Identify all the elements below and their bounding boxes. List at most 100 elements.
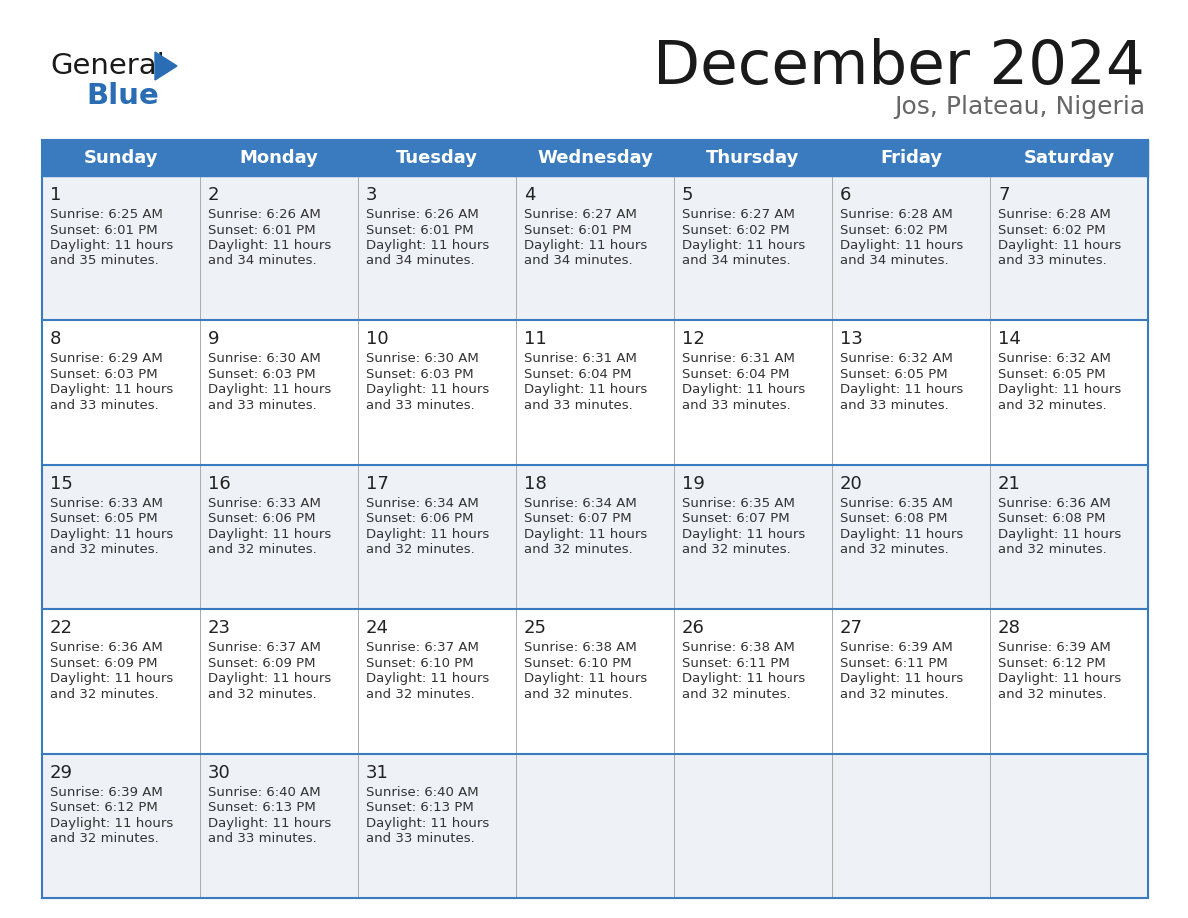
- Text: 29: 29: [50, 764, 72, 781]
- Text: Sunrise: 6:34 AM: Sunrise: 6:34 AM: [524, 497, 637, 509]
- Text: Daylight: 11 hours: Daylight: 11 hours: [366, 672, 489, 685]
- Text: Sunset: 6:10 PM: Sunset: 6:10 PM: [366, 656, 474, 670]
- Text: Sunrise: 6:33 AM: Sunrise: 6:33 AM: [208, 497, 321, 509]
- Text: Daylight: 11 hours: Daylight: 11 hours: [998, 239, 1121, 252]
- Text: Sunrise: 6:35 AM: Sunrise: 6:35 AM: [840, 497, 953, 509]
- Text: 30: 30: [208, 764, 230, 781]
- Text: and 32 minutes.: and 32 minutes.: [208, 688, 317, 700]
- Text: Sunset: 6:01 PM: Sunset: 6:01 PM: [50, 223, 158, 237]
- Text: 15: 15: [50, 475, 72, 493]
- Text: and 33 minutes.: and 33 minutes.: [208, 399, 317, 412]
- Text: 10: 10: [366, 330, 388, 349]
- Text: Sunset: 6:12 PM: Sunset: 6:12 PM: [50, 801, 158, 814]
- Text: Sunrise: 6:26 AM: Sunrise: 6:26 AM: [208, 208, 321, 221]
- Text: Sunset: 6:05 PM: Sunset: 6:05 PM: [998, 368, 1106, 381]
- Text: Sunset: 6:01 PM: Sunset: 6:01 PM: [366, 223, 474, 237]
- Text: 20: 20: [840, 475, 862, 493]
- Text: Sunrise: 6:26 AM: Sunrise: 6:26 AM: [366, 208, 479, 221]
- Text: and 33 minutes.: and 33 minutes.: [524, 399, 633, 412]
- Text: 22: 22: [50, 620, 72, 637]
- Text: 1: 1: [50, 186, 62, 204]
- Text: 8: 8: [50, 330, 62, 349]
- Text: Jos, Plateau, Nigeria: Jos, Plateau, Nigeria: [893, 95, 1145, 119]
- Text: 13: 13: [840, 330, 862, 349]
- Text: 28: 28: [998, 620, 1020, 637]
- Text: Daylight: 11 hours: Daylight: 11 hours: [524, 672, 647, 685]
- Text: Sunset: 6:08 PM: Sunset: 6:08 PM: [840, 512, 948, 525]
- Bar: [42, 320, 1148, 465]
- Text: Daylight: 11 hours: Daylight: 11 hours: [998, 528, 1121, 541]
- Text: Thursday: Thursday: [707, 149, 800, 167]
- Text: Daylight: 11 hours: Daylight: 11 hours: [208, 817, 331, 830]
- Text: Daylight: 11 hours: Daylight: 11 hours: [366, 817, 489, 830]
- Text: and 33 minutes.: and 33 minutes.: [50, 399, 159, 412]
- Text: 21: 21: [998, 475, 1020, 493]
- Text: and 32 minutes.: and 32 minutes.: [366, 543, 475, 556]
- Text: 23: 23: [208, 620, 230, 637]
- Text: and 33 minutes.: and 33 minutes.: [366, 399, 475, 412]
- Text: Sunrise: 6:27 AM: Sunrise: 6:27 AM: [524, 208, 637, 221]
- Text: Daylight: 11 hours: Daylight: 11 hours: [366, 528, 489, 541]
- Text: Sunrise: 6:30 AM: Sunrise: 6:30 AM: [208, 353, 321, 365]
- Text: Daylight: 11 hours: Daylight: 11 hours: [524, 384, 647, 397]
- Text: 19: 19: [682, 475, 704, 493]
- Text: Sunset: 6:02 PM: Sunset: 6:02 PM: [682, 223, 790, 237]
- Text: Sunrise: 6:38 AM: Sunrise: 6:38 AM: [524, 641, 637, 655]
- Text: Sunset: 6:07 PM: Sunset: 6:07 PM: [524, 512, 632, 525]
- Text: Sunset: 6:09 PM: Sunset: 6:09 PM: [208, 656, 316, 670]
- Text: Sunset: 6:05 PM: Sunset: 6:05 PM: [840, 368, 948, 381]
- Text: Sunset: 6:09 PM: Sunset: 6:09 PM: [50, 656, 158, 670]
- Text: and 33 minutes.: and 33 minutes.: [366, 832, 475, 845]
- Text: Sunrise: 6:36 AM: Sunrise: 6:36 AM: [50, 641, 163, 655]
- Text: Sunrise: 6:38 AM: Sunrise: 6:38 AM: [682, 641, 795, 655]
- Text: and 32 minutes.: and 32 minutes.: [50, 543, 159, 556]
- Text: Sunset: 6:04 PM: Sunset: 6:04 PM: [524, 368, 632, 381]
- Text: 16: 16: [208, 475, 230, 493]
- Text: Daylight: 11 hours: Daylight: 11 hours: [682, 528, 805, 541]
- Text: and 32 minutes.: and 32 minutes.: [998, 543, 1107, 556]
- Text: 11: 11: [524, 330, 546, 349]
- Text: and 32 minutes.: and 32 minutes.: [366, 688, 475, 700]
- Text: and 32 minutes.: and 32 minutes.: [682, 543, 791, 556]
- Text: Sunrise: 6:34 AM: Sunrise: 6:34 AM: [366, 497, 479, 509]
- Text: Sunrise: 6:32 AM: Sunrise: 6:32 AM: [840, 353, 953, 365]
- Text: Sunset: 6:12 PM: Sunset: 6:12 PM: [998, 656, 1106, 670]
- Text: and 34 minutes.: and 34 minutes.: [840, 254, 949, 267]
- Text: Sunset: 6:10 PM: Sunset: 6:10 PM: [524, 656, 632, 670]
- Bar: [42, 754, 1148, 898]
- Text: Daylight: 11 hours: Daylight: 11 hours: [840, 528, 963, 541]
- Text: Sunset: 6:11 PM: Sunset: 6:11 PM: [840, 656, 948, 670]
- Text: 25: 25: [524, 620, 546, 637]
- Text: and 32 minutes.: and 32 minutes.: [524, 688, 633, 700]
- Text: 2: 2: [208, 186, 220, 204]
- Text: Sunset: 6:04 PM: Sunset: 6:04 PM: [682, 368, 790, 381]
- Text: Tuesday: Tuesday: [396, 149, 478, 167]
- Text: Sunrise: 6:32 AM: Sunrise: 6:32 AM: [998, 353, 1111, 365]
- Text: Sunset: 6:13 PM: Sunset: 6:13 PM: [366, 801, 474, 814]
- Text: 24: 24: [366, 620, 388, 637]
- Text: and 32 minutes.: and 32 minutes.: [682, 688, 791, 700]
- Text: Sunrise: 6:40 AM: Sunrise: 6:40 AM: [208, 786, 321, 799]
- Text: Daylight: 11 hours: Daylight: 11 hours: [682, 672, 805, 685]
- Text: 3: 3: [366, 186, 378, 204]
- Text: and 33 minutes.: and 33 minutes.: [998, 254, 1107, 267]
- Text: and 32 minutes.: and 32 minutes.: [50, 832, 159, 845]
- Text: Daylight: 11 hours: Daylight: 11 hours: [50, 239, 173, 252]
- Text: and 33 minutes.: and 33 minutes.: [682, 399, 791, 412]
- Text: Sunrise: 6:29 AM: Sunrise: 6:29 AM: [50, 353, 163, 365]
- Text: and 33 minutes.: and 33 minutes.: [208, 832, 317, 845]
- Text: and 32 minutes.: and 32 minutes.: [840, 688, 949, 700]
- Text: and 33 minutes.: and 33 minutes.: [840, 399, 949, 412]
- Text: Sunset: 6:13 PM: Sunset: 6:13 PM: [208, 801, 316, 814]
- Text: 18: 18: [524, 475, 546, 493]
- Text: Sunset: 6:01 PM: Sunset: 6:01 PM: [524, 223, 632, 237]
- Text: 12: 12: [682, 330, 704, 349]
- Text: and 35 minutes.: and 35 minutes.: [50, 254, 159, 267]
- Text: and 34 minutes.: and 34 minutes.: [366, 254, 475, 267]
- Text: Sunrise: 6:30 AM: Sunrise: 6:30 AM: [366, 353, 479, 365]
- Text: Sunset: 6:02 PM: Sunset: 6:02 PM: [840, 223, 948, 237]
- Text: 7: 7: [998, 186, 1010, 204]
- Text: Sunset: 6:05 PM: Sunset: 6:05 PM: [50, 512, 158, 525]
- Text: Sunrise: 6:25 AM: Sunrise: 6:25 AM: [50, 208, 163, 221]
- Text: Sunset: 6:11 PM: Sunset: 6:11 PM: [682, 656, 790, 670]
